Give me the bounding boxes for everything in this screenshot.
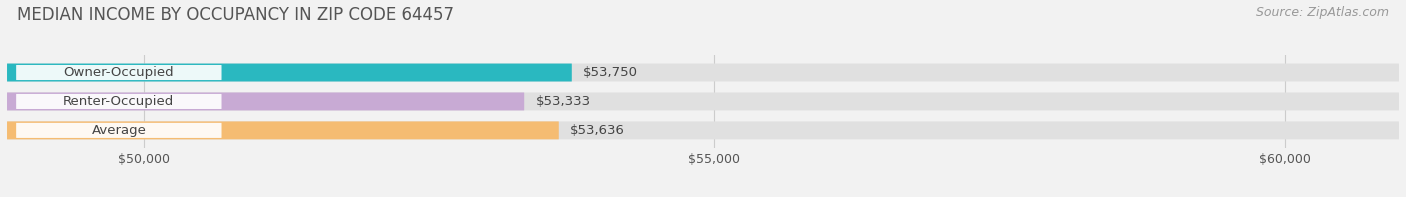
Text: $53,636: $53,636 [571,124,626,137]
FancyBboxPatch shape [15,94,222,109]
Text: $53,333: $53,333 [536,95,591,108]
Text: Owner-Occupied: Owner-Occupied [63,66,174,79]
Text: $53,750: $53,750 [583,66,638,79]
FancyBboxPatch shape [7,92,524,111]
Text: Average: Average [91,124,146,137]
Text: Source: ZipAtlas.com: Source: ZipAtlas.com [1256,6,1389,19]
FancyBboxPatch shape [7,121,558,139]
Text: Renter-Occupied: Renter-Occupied [63,95,174,108]
FancyBboxPatch shape [15,65,222,80]
FancyBboxPatch shape [7,64,572,82]
FancyBboxPatch shape [7,121,1399,139]
FancyBboxPatch shape [7,64,1399,82]
FancyBboxPatch shape [15,123,222,138]
Text: MEDIAN INCOME BY OCCUPANCY IN ZIP CODE 64457: MEDIAN INCOME BY OCCUPANCY IN ZIP CODE 6… [17,6,454,24]
FancyBboxPatch shape [7,92,1399,111]
